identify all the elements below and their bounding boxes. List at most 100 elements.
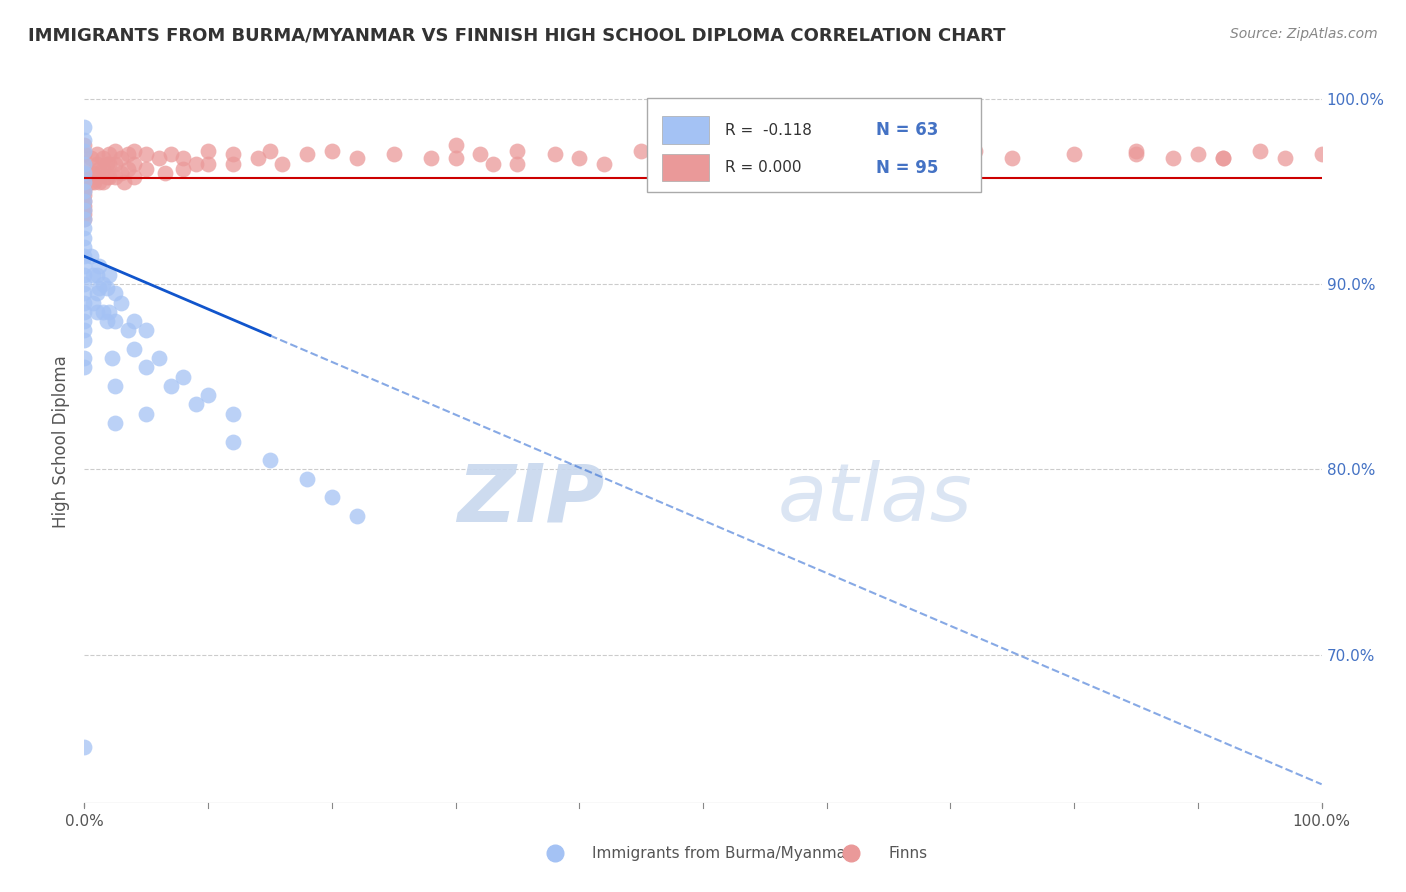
Point: [91, 175, 114, 189]
Point: [246, 151, 269, 165]
Point: [91, 151, 114, 165]
Text: IMMIGRANTS FROM BURMA/MYANMAR VS FINNISH HIGH SCHOOL DIPLOMA CORRELATION CHART: IMMIGRANTS FROM BURMA/MYANMAR VS FINNISH…: [28, 27, 1005, 45]
Point: [122, 314, 145, 328]
Point: [481, 156, 503, 170]
Point: [73, 240, 96, 254]
Point: [172, 369, 194, 384]
Point: [841, 147, 863, 161]
Point: [73, 360, 96, 375]
Point: [1310, 147, 1333, 161]
Point: [135, 323, 157, 337]
Point: [73, 202, 96, 217]
Point: [148, 151, 170, 165]
Point: [197, 144, 219, 158]
Point: [259, 453, 281, 467]
Point: [73, 314, 96, 328]
Point: [73, 212, 96, 227]
FancyBboxPatch shape: [647, 98, 981, 193]
Text: Source: ZipAtlas.com: Source: ZipAtlas.com: [1230, 27, 1378, 41]
Point: [73, 175, 96, 189]
Point: [222, 434, 245, 449]
Point: [73, 156, 96, 170]
Point: [382, 147, 405, 161]
Point: [790, 147, 813, 161]
Text: atlas: atlas: [778, 460, 972, 539]
Point: [506, 144, 529, 158]
Point: [172, 151, 194, 165]
Point: [160, 379, 183, 393]
Point: [184, 397, 207, 411]
Point: [110, 166, 132, 180]
Point: [73, 166, 96, 180]
Point: [73, 231, 96, 245]
Point: [82, 268, 104, 282]
Point: [877, 147, 900, 161]
Point: [91, 277, 114, 291]
Point: [295, 147, 318, 161]
Point: [73, 169, 96, 184]
Point: [135, 407, 157, 421]
Point: [184, 156, 207, 170]
Point: [222, 156, 245, 170]
Point: [79, 151, 101, 165]
Point: [82, 166, 104, 180]
Point: [295, 472, 318, 486]
Point: [98, 169, 121, 184]
Point: [73, 268, 96, 282]
Point: [73, 147, 96, 161]
Point: [1212, 151, 1234, 165]
Point: [135, 147, 157, 161]
Point: [321, 490, 343, 504]
Point: [73, 286, 96, 301]
Point: [117, 323, 139, 337]
Point: [73, 188, 96, 202]
Point: [815, 144, 838, 158]
Point: [1001, 151, 1024, 165]
Point: [73, 212, 96, 227]
Point: [73, 132, 96, 146]
Point: [73, 138, 96, 153]
Point: [110, 151, 132, 165]
Text: N = 63: N = 63: [876, 121, 939, 139]
Point: [135, 162, 157, 177]
Point: [73, 166, 96, 180]
Point: [222, 407, 245, 421]
Point: [197, 388, 219, 402]
Point: [1187, 147, 1209, 161]
Point: [86, 147, 108, 161]
FancyBboxPatch shape: [662, 117, 709, 144]
Point: [122, 169, 145, 184]
Point: [73, 175, 96, 189]
Point: [1125, 144, 1147, 158]
Point: [73, 202, 96, 217]
Point: [112, 175, 135, 189]
Point: [98, 147, 121, 161]
Point: [73, 185, 96, 199]
Point: [86, 268, 108, 282]
Point: [79, 249, 101, 263]
Point: [444, 138, 467, 153]
FancyBboxPatch shape: [662, 154, 709, 181]
Point: [110, 295, 132, 310]
Point: [593, 156, 616, 170]
Point: [122, 342, 145, 356]
Point: [222, 147, 245, 161]
Point: [666, 151, 689, 165]
Point: [160, 147, 183, 161]
Text: Immigrants from Burma/Myanmar: Immigrants from Burma/Myanmar: [592, 846, 852, 861]
Point: [73, 199, 96, 213]
Point: [104, 314, 127, 328]
Point: [104, 416, 127, 430]
Point: [568, 151, 591, 165]
Point: [444, 151, 467, 165]
Point: [96, 169, 118, 184]
Point: [73, 120, 96, 134]
Point: [1063, 147, 1085, 161]
Point: [321, 144, 343, 158]
Point: [91, 305, 114, 319]
Point: [1249, 144, 1271, 158]
Text: ZIP: ZIP: [457, 460, 605, 539]
Point: [470, 147, 492, 161]
Point: [117, 162, 139, 177]
Point: [73, 259, 96, 273]
